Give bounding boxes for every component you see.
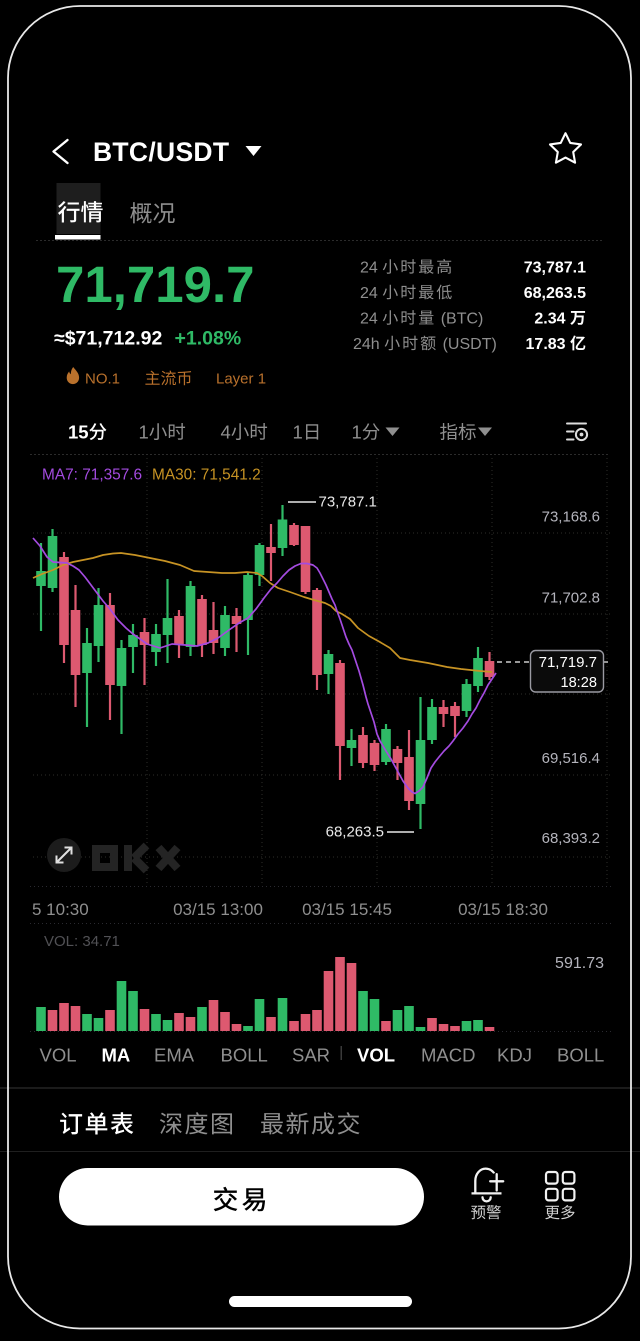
svg-text:BTC/USDT: BTC/USDT: [93, 137, 229, 167]
svg-text:KDJ: KDJ: [497, 1045, 532, 1066]
svg-text:MACD: MACD: [421, 1045, 475, 1066]
svg-text:68,263.5: 68,263.5: [524, 285, 586, 302]
svg-text:EMA: EMA: [154, 1045, 195, 1066]
svg-text:Layer 1: Layer 1: [216, 371, 266, 388]
svg-text:BOLL: BOLL: [557, 1045, 604, 1066]
svg-text:15: 15: [68, 422, 89, 443]
svg-text:VOL: 34.71: VOL: 34.71: [44, 933, 120, 950]
svg-text:VOL: VOL: [40, 1045, 77, 1066]
svg-text:MA: MA: [102, 1045, 131, 1066]
svg-text:71,702.8: 71,702.8: [542, 590, 600, 607]
svg-text:24h: 24h: [353, 336, 380, 353]
svg-text:71,719.7: 71,719.7: [56, 256, 255, 313]
svg-text:24: 24: [360, 311, 378, 328]
svg-text:24: 24: [360, 285, 378, 302]
svg-text:18:28: 18:28: [560, 675, 597, 691]
svg-text:03/15 15:45: 03/15 15:45: [302, 900, 392, 919]
svg-text:71,719.7: 71,719.7: [539, 654, 597, 671]
svg-text:4: 4: [221, 422, 231, 443]
svg-text:(BTC): (BTC): [441, 311, 484, 328]
svg-text:69,516.4: 69,516.4: [542, 750, 600, 767]
svg-text:68,263.5: 68,263.5: [326, 824, 384, 841]
svg-text:1: 1: [293, 422, 303, 443]
svg-text:68,393.2: 68,393.2: [542, 830, 600, 847]
svg-text:03/15 18:30: 03/15 18:30: [458, 900, 548, 919]
svg-text:MA7: 71,357.6: MA7: 71,357.6: [42, 467, 142, 484]
svg-text:(USDT): (USDT): [443, 336, 497, 353]
svg-text:1: 1: [352, 422, 362, 443]
svg-text:≈$71,712.92: ≈$71,712.92: [54, 328, 162, 350]
svg-text:BOLL: BOLL: [221, 1045, 268, 1066]
svg-text:+1.08%: +1.08%: [175, 328, 242, 350]
svg-text:73,787.1: 73,787.1: [319, 494, 377, 511]
svg-text:1: 1: [139, 422, 149, 443]
svg-text:73,168.6: 73,168.6: [542, 509, 600, 526]
svg-text:VOL: VOL: [357, 1045, 395, 1066]
svg-text:17.83: 17.83: [526, 336, 566, 353]
svg-text:2.34: 2.34: [534, 311, 565, 328]
svg-text:MA30: 71,541.2: MA30: 71,541.2: [152, 467, 261, 484]
svg-text:NO.1: NO.1: [85, 371, 120, 388]
svg-text:73,787.1: 73,787.1: [524, 260, 586, 277]
svg-text:03/15 13:00: 03/15 13:00: [173, 900, 263, 919]
svg-text:SAR: SAR: [292, 1045, 330, 1066]
svg-text:5 10:30: 5 10:30: [32, 900, 89, 919]
svg-text:24: 24: [360, 260, 378, 277]
svg-text:591.73: 591.73: [555, 955, 604, 972]
